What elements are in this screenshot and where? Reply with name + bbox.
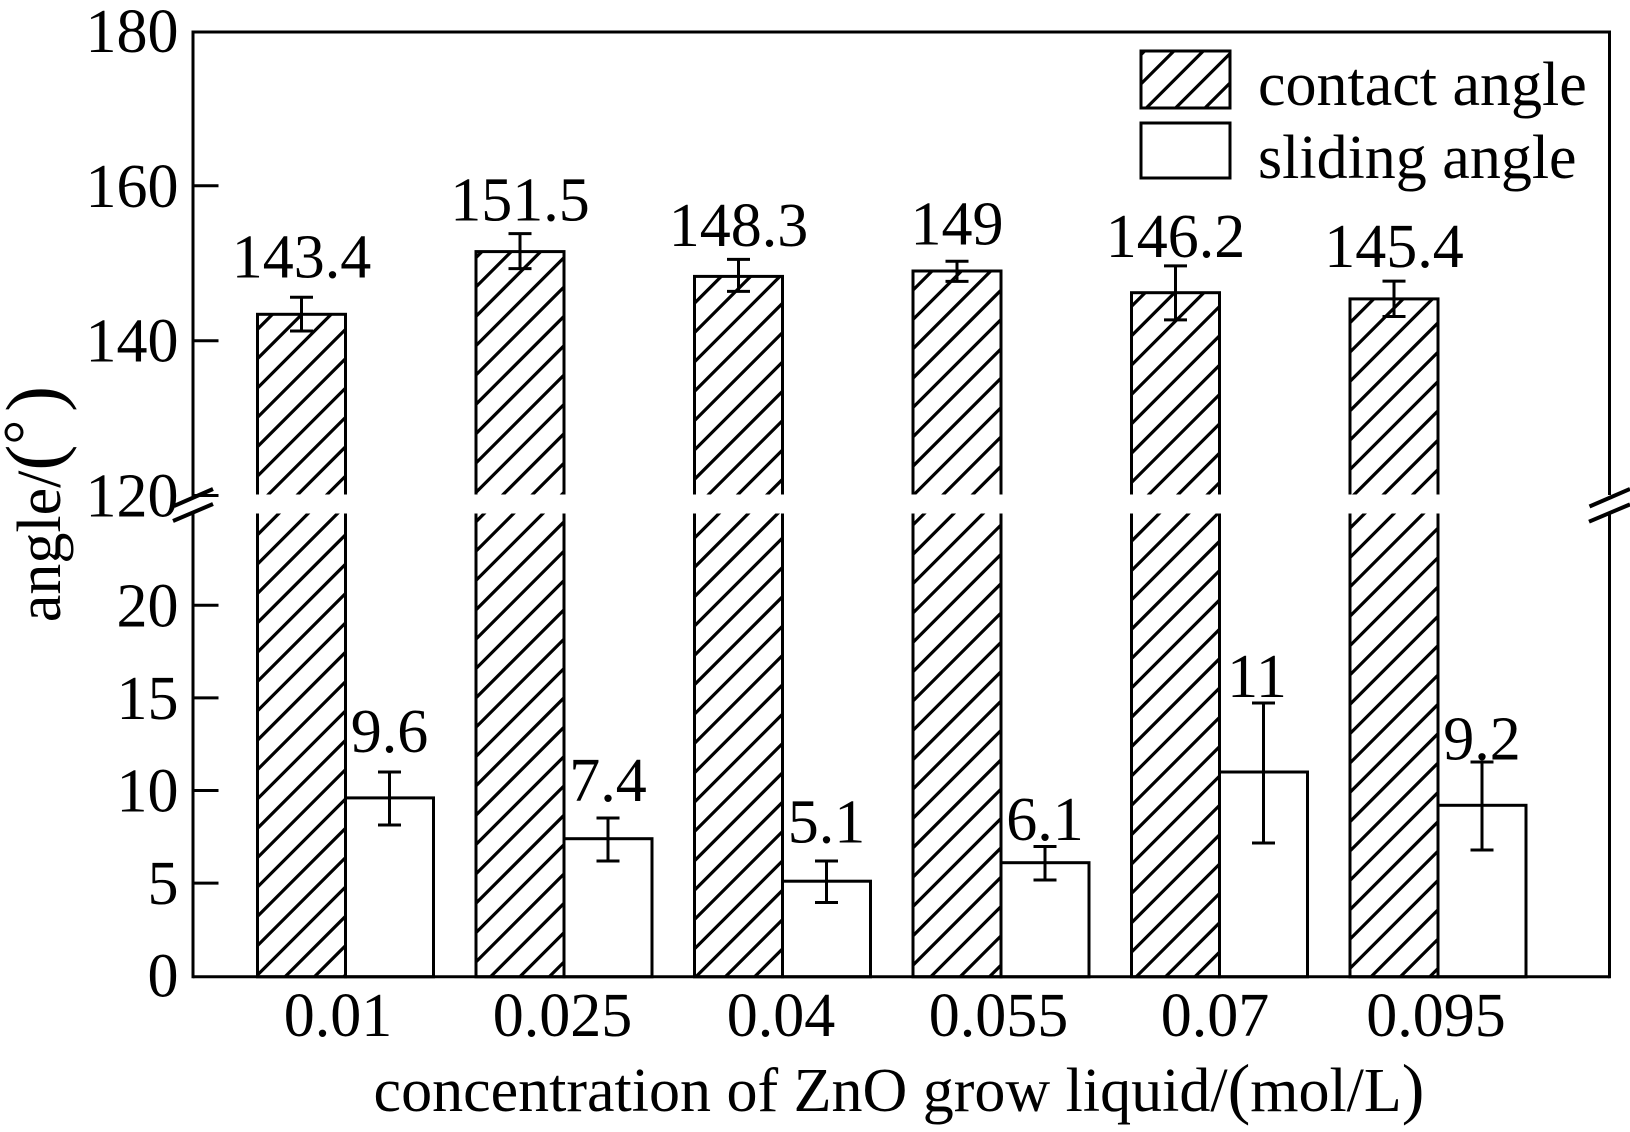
svg-text:11: 11 — [1227, 643, 1287, 711]
svg-text:7.4: 7.4 — [569, 747, 647, 815]
svg-text:sliding angle: sliding angle — [1258, 124, 1577, 192]
svg-text:0.095: 0.095 — [1366, 982, 1506, 1050]
svg-text:160: 160 — [86, 153, 179, 221]
svg-text:0.025: 0.025 — [493, 982, 633, 1050]
svg-text:5.1: 5.1 — [788, 789, 866, 857]
svg-text:15: 15 — [117, 665, 179, 733]
svg-text:0.055: 0.055 — [929, 982, 1069, 1050]
svg-text:0.07: 0.07 — [1161, 982, 1270, 1050]
svg-text:146.2: 146.2 — [1106, 203, 1246, 271]
svg-text:concentration of ZnO grow liqu: concentration of ZnO grow liquid/(mol/L) — [374, 1050, 1425, 1126]
svg-text:149: 149 — [911, 191, 1004, 259]
svg-text:120: 120 — [86, 463, 179, 531]
svg-text:151.5: 151.5 — [450, 167, 590, 235]
svg-text:6.1: 6.1 — [1006, 786, 1084, 854]
svg-text:20: 20 — [117, 572, 179, 640]
svg-text:0.01: 0.01 — [284, 982, 393, 1050]
svg-text:145.4: 145.4 — [1324, 213, 1464, 281]
svg-text:10: 10 — [117, 758, 179, 826]
svg-text:contact angle: contact angle — [1258, 51, 1587, 119]
svg-text:143.4: 143.4 — [232, 224, 372, 292]
svg-text:9.2: 9.2 — [1443, 706, 1521, 774]
svg-text:148.3: 148.3 — [669, 192, 809, 260]
svg-text:0: 0 — [148, 943, 179, 1011]
svg-text:9.6: 9.6 — [351, 698, 429, 766]
svg-text:0.04: 0.04 — [727, 982, 836, 1050]
svg-text:140: 140 — [86, 308, 179, 376]
svg-text:5: 5 — [148, 850, 179, 918]
svg-text:180: 180 — [86, 0, 179, 66]
